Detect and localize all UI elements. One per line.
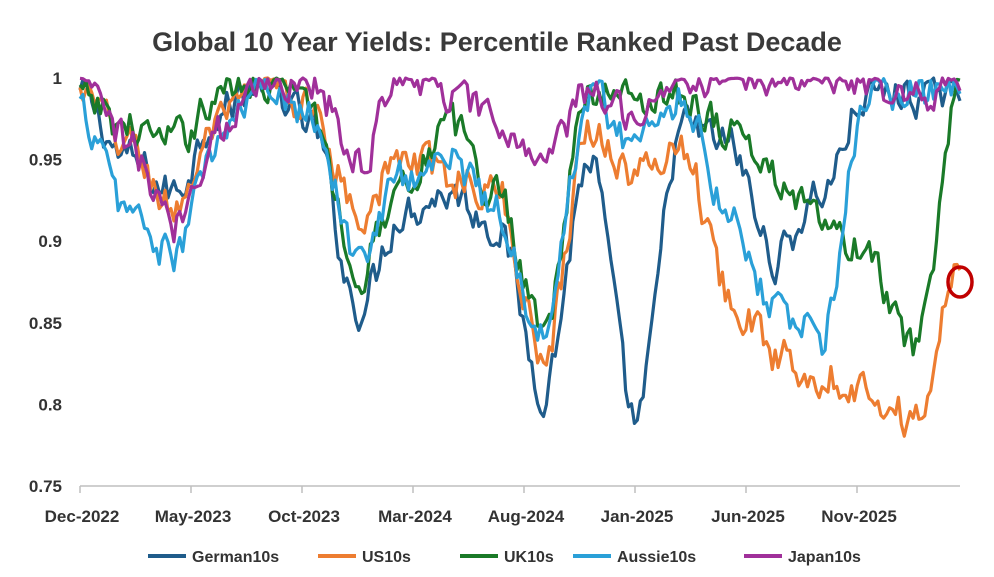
y-tick-label: 0.95 [29, 151, 62, 170]
x-tick-label: Aug-2024 [488, 507, 565, 526]
y-tick-label: 0.8 [38, 395, 62, 414]
series-line-uk10s [78, 76, 961, 357]
chart-title: Global 10 Year Yields: Percentile Ranked… [152, 27, 842, 57]
y-tick-label: 1 [53, 69, 62, 88]
legend-label-uk10s: UK10s [504, 549, 554, 566]
legend: German10s US10s UK10s Aussie10s Japan10s [148, 549, 861, 566]
x-tick-label: Jan-2025 [601, 507, 674, 526]
x-tick-label: Mar-2024 [378, 507, 452, 526]
legend-label-aussie10s: Aussie10s [617, 549, 696, 566]
legend-label-japan10s: Japan10s [788, 549, 861, 566]
y-tick-label: 0.85 [29, 314, 62, 333]
highlight-circle-annotation [946, 265, 974, 299]
x-axis: Dec-2022 May-2023 Oct-2023 Mar-2024 Aug-2024… [45, 485, 960, 526]
legend-label-us10s: US10s [362, 549, 411, 566]
series-line-us10s [78, 76, 962, 438]
series-lines [78, 76, 962, 438]
x-tick-label: May-2023 [155, 507, 232, 526]
series-line-japan10s [79, 76, 962, 244]
x-tick-label: Jun-2025 [711, 507, 785, 526]
x-tick-label: Oct-2023 [268, 507, 340, 526]
legend-label-german10s: German10s [192, 549, 279, 566]
series-line-aussie10s [78, 77, 962, 356]
y-tick-label: 0.75 [29, 477, 62, 496]
y-tick-label: 0.9 [38, 232, 62, 251]
series-line-german10s [78, 76, 962, 425]
x-tick-label: Nov-2025 [821, 507, 897, 526]
x-tick-label: Dec-2022 [45, 507, 120, 526]
y-axis: 1 0.95 0.9 0.85 0.8 0.75 [29, 69, 62, 496]
